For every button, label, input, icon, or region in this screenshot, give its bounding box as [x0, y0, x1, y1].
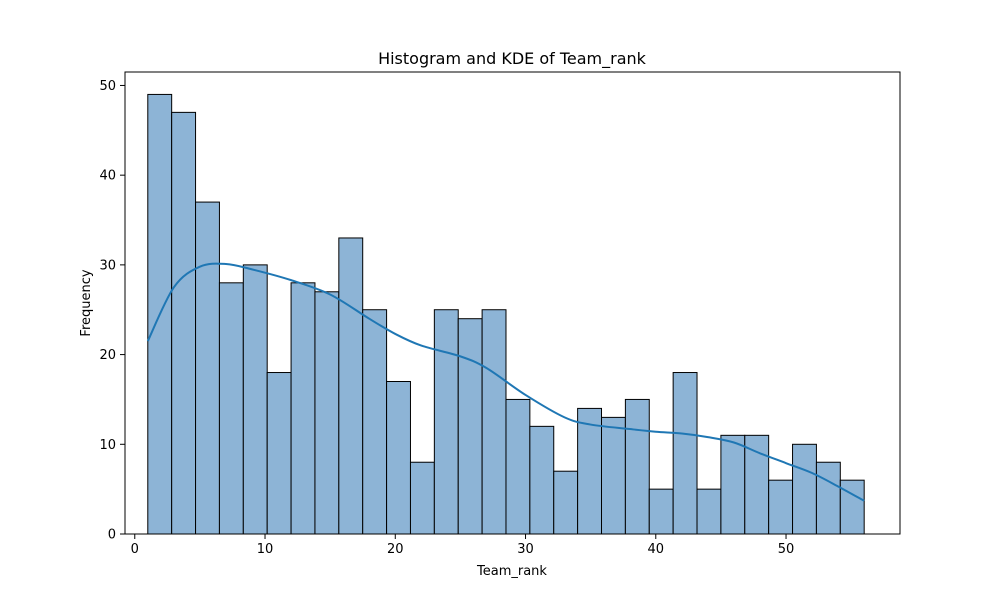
histogram-bar	[195, 201, 220, 535]
plot-frame	[124, 71, 901, 535]
histogram-bar	[505, 398, 531, 535]
histogram-bar	[457, 318, 483, 535]
histogram-bar	[409, 461, 435, 535]
histogram-bar	[171, 111, 197, 535]
histogram-bar	[648, 488, 674, 535]
histogram-bar	[290, 282, 316, 535]
histogram-bar	[744, 434, 770, 535]
histogram-bar	[768, 479, 794, 535]
histogram-bar	[577, 407, 603, 535]
histogram-bar	[433, 309, 459, 535]
histogram-bar	[601, 416, 626, 535]
x-axis-title: Team_rank	[476, 564, 547, 579]
x-tick-label: 10	[257, 542, 274, 557]
histogram-bar	[266, 372, 292, 535]
histogram-bar	[362, 309, 388, 535]
histogram-bar	[553, 470, 579, 535]
x-tick-label: 40	[648, 542, 665, 557]
y-tick-label: 0	[108, 528, 116, 543]
histogram-bar	[218, 282, 244, 535]
x-tick-label: 0	[131, 542, 139, 557]
y-tick-label: 20	[99, 348, 116, 363]
x-tick-label: 30	[517, 542, 534, 557]
x-tick-label: 20	[387, 542, 404, 557]
histogram-bar	[386, 380, 411, 535]
histogram-bar	[672, 372, 698, 535]
y-tick-label: 10	[99, 438, 116, 453]
histogram-bar	[481, 309, 507, 535]
histogram-bar	[338, 237, 364, 535]
histogram-bar	[720, 434, 746, 535]
histogram-bar	[314, 291, 340, 535]
y-tick-label: 40	[99, 169, 116, 184]
histogram-bar	[839, 479, 865, 535]
chart-title: Histogram and KDE of Team_rank	[378, 49, 647, 69]
histogram-bar	[696, 488, 722, 535]
y-axis-ticks: 0 10 20 30 40 50	[99, 79, 125, 543]
kde-line	[146, 262, 865, 502]
histogram-bar	[792, 443, 817, 535]
histogram-bar	[815, 461, 841, 535]
histogram-bar	[624, 398, 650, 535]
x-tick-label: 50	[778, 542, 795, 557]
y-tick-label: 30	[99, 258, 116, 273]
histogram-bar	[529, 425, 555, 535]
x-axis-ticks: 0 10 20 30 40 50	[131, 534, 795, 557]
y-axis-title: Frequency	[79, 269, 94, 336]
y-tick-label: 50	[99, 79, 116, 94]
bars-layer	[147, 93, 865, 535]
histogram-bar	[242, 264, 268, 535]
